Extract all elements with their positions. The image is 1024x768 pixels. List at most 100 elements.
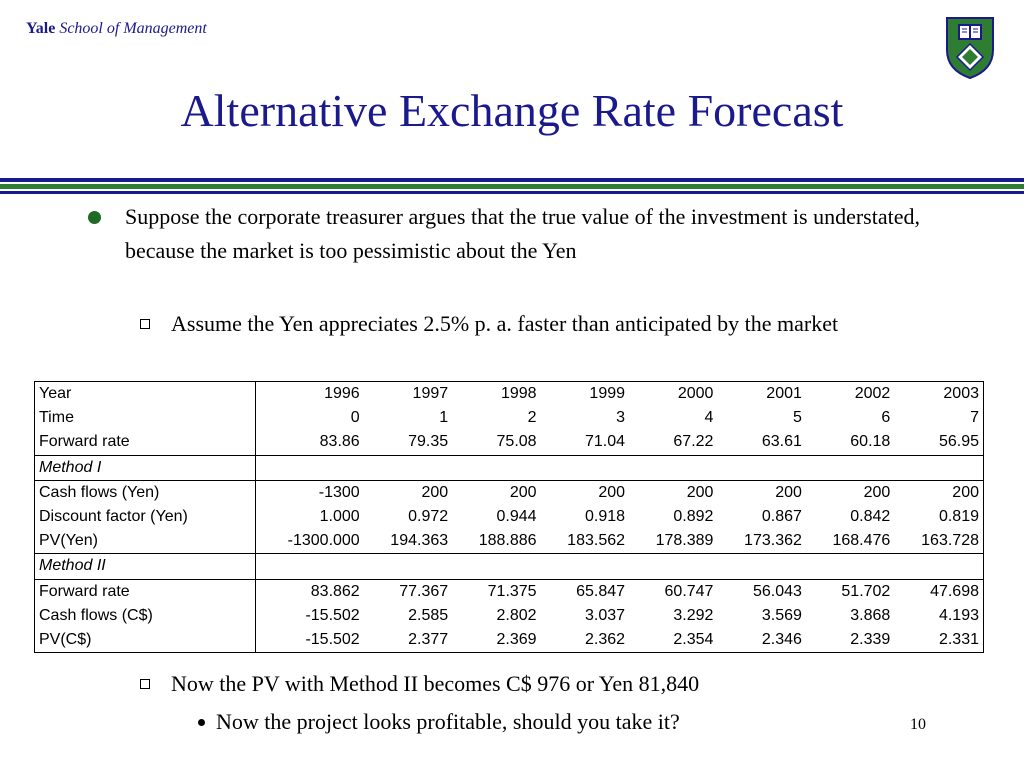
- table-cell: 4.193: [938, 606, 979, 624]
- table-cell: 3.569: [761, 606, 802, 624]
- table-cell: -1300: [318, 483, 360, 501]
- table-cell: 60.747: [664, 582, 714, 600]
- table-cell: 0.867: [761, 508, 802, 526]
- table-cell: 200: [509, 483, 537, 501]
- table-cell: 200: [686, 483, 714, 501]
- table-cell: 3.292: [673, 606, 714, 624]
- table-cell: 1998: [500, 385, 537, 403]
- row-label: Cash flows (C$): [34, 603, 256, 628]
- table-cell: 2003: [943, 385, 979, 403]
- row-label: Cash flows (Yen): [34, 480, 256, 505]
- sub-bullet-text: Now the PV with Method II becomes C$ 976…: [171, 671, 700, 696]
- row-label: Time: [34, 406, 256, 431]
- table-cell: 2.377: [408, 630, 449, 648]
- row-label: Discount factor (Yen): [34, 504, 256, 530]
- table-cell: 4: [704, 409, 714, 427]
- table-cell: 2001: [766, 385, 802, 403]
- table-cell: 173.362: [744, 532, 802, 550]
- table-cell: 168.476: [832, 532, 891, 550]
- table-cell: 71.375: [487, 582, 537, 600]
- brand-yale: Yale: [26, 20, 56, 37]
- table-cell: 3.868: [850, 606, 891, 624]
- table-cell: 0.972: [408, 508, 449, 526]
- slide-title: Alternative Exchange Rate Forecast: [180, 85, 844, 136]
- table-cell: 47.698: [930, 582, 979, 600]
- table-cell: 2.585: [408, 606, 449, 624]
- table-cell: 79.35: [408, 433, 449, 451]
- table-cell: 1.000: [319, 508, 360, 526]
- table-row: PV(C$) -15.502 2.377 2.369 2.362 2.354 2.346 2.…: [34, 627, 984, 653]
- table-cell: 67.22: [673, 433, 714, 451]
- sub-sub-bullet-text: Now the project looks profitable, should…: [216, 709, 680, 734]
- bullet-dot-icon: [198, 719, 205, 726]
- table-cell: 2.339: [850, 630, 891, 648]
- table-cell: 56.043: [752, 582, 802, 600]
- yale-crest-icon: [946, 17, 994, 80]
- table-cell: 1: [439, 409, 449, 427]
- table-row: Forward rate 83.86 79.35 75.08 71.04 67.22 63.…: [34, 430, 984, 456]
- table-cell: 2.369: [496, 630, 537, 648]
- table-cell: 6: [881, 409, 891, 427]
- table-cell: 77.367: [399, 582, 449, 600]
- table-cell: -15.502: [305, 630, 360, 648]
- table-cell: 1997: [412, 385, 449, 403]
- square-bullet-icon: [140, 319, 150, 329]
- table-cell: 1996: [324, 385, 360, 403]
- table-cell: 83.862: [310, 582, 360, 600]
- table-cell: 183.562: [567, 532, 626, 550]
- table-cell: 7: [970, 409, 979, 427]
- brand-school: School of Management: [59, 20, 207, 37]
- table-cell: 75.08: [496, 433, 537, 451]
- bullet-text: Suppose the corporate treasurer argues t…: [125, 204, 920, 263]
- row-label: PV(C$): [34, 627, 256, 653]
- row-label: PV(Yen): [34, 529, 256, 554]
- table-cell: 178.389: [655, 532, 714, 550]
- table-cell: 0.918: [584, 508, 626, 526]
- row-label: Forward rate: [34, 430, 256, 456]
- bullet-dot-icon: [88, 211, 101, 224]
- table-cell: 194.363: [390, 532, 449, 550]
- table-cell: 56.95: [938, 433, 979, 451]
- table-cell: 2.362: [584, 630, 626, 648]
- row-label: Year: [34, 381, 256, 407]
- table-cell: 0.944: [496, 508, 537, 526]
- table-cell: 2.346: [761, 630, 802, 648]
- table-row: Year 1996 1997 1998 1999 2000 2001 2002 2003: [34, 381, 984, 407]
- table-cell: 163.728: [921, 532, 979, 550]
- table-cell: 2002: [854, 385, 891, 403]
- section-spacer: [255, 553, 984, 580]
- table-cell: 2000: [677, 385, 714, 403]
- table-cell: 0.842: [850, 508, 891, 526]
- square-bullet-icon: [140, 679, 150, 689]
- title-divider: [0, 178, 1024, 196]
- table-cell: 1999: [589, 385, 626, 403]
- table-cell: 2.331: [938, 630, 979, 648]
- row-label: Method I: [34, 454, 256, 481]
- table-cell: 2: [527, 409, 537, 427]
- table-cell: 5: [792, 409, 802, 427]
- table-cell: 71.04: [584, 433, 626, 451]
- table-cell: 200: [598, 483, 626, 501]
- table-section-row: Method II: [34, 553, 984, 580]
- table-cell: 60.18: [850, 433, 891, 451]
- table-row: Discount factor (Yen) 1.000 0.972 0.944 0.91…: [34, 504, 984, 530]
- table-cell: -1300.000: [287, 532, 360, 550]
- row-label: Forward rate: [34, 579, 256, 604]
- table-cell: 0.819: [938, 508, 979, 526]
- row-label: Method II: [34, 553, 256, 580]
- table-cell: 188.886: [478, 532, 537, 550]
- table-cell: 3: [616, 409, 626, 427]
- table-cell: 200: [421, 483, 449, 501]
- table-row: Cash flows (Yen) -1300 200 200 200 200 200 200 2…: [34, 480, 984, 505]
- table-cell: 2.802: [496, 606, 537, 624]
- page-number: 10: [910, 716, 926, 733]
- section-spacer: [255, 454, 984, 481]
- table-row: PV(Yen) -1300.000 194.363 188.886 183.562 178…: [34, 529, 984, 554]
- table-cell: 200: [863, 483, 891, 501]
- table-cell: 200: [775, 483, 802, 501]
- table-cell: 83.86: [319, 433, 360, 451]
- table-cell: 200: [952, 483, 979, 501]
- table-cell: 63.61: [761, 433, 802, 451]
- sub-bullet-text: Assume the Yen appreciates 2.5% p. a. fa…: [171, 311, 839, 336]
- table-cell: 0: [350, 409, 360, 427]
